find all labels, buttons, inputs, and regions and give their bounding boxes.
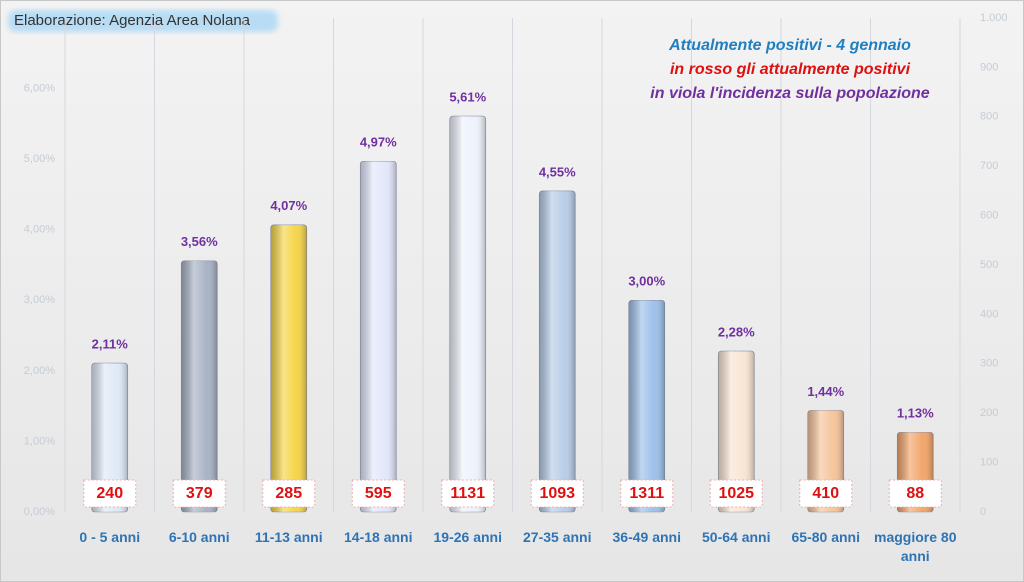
y-tick-label: 4,00%	[24, 224, 55, 236]
value-label: 3,00%	[628, 274, 665, 289]
bar-shine	[718, 351, 755, 512]
y-tick-label: 6,00%	[24, 82, 55, 94]
count-box	[83, 479, 137, 508]
bar-shine	[181, 260, 218, 512]
bar-shine	[91, 363, 128, 512]
count-label: 285	[275, 485, 302, 502]
x-tick-label: 0 - 5 anni	[79, 529, 141, 545]
x-tick-label: 11-13 anni	[254, 529, 323, 545]
y-tick-label: 2,00%	[24, 365, 55, 377]
count-box	[799, 479, 853, 508]
y2-tick-label: 0	[980, 506, 986, 518]
bar-shine	[539, 190, 576, 512]
value-label: 3,56%	[181, 234, 218, 249]
chart-title: Elaborazione: Agenzia Area Nolana	[14, 12, 251, 29]
value-label: 4,97%	[360, 135, 397, 150]
value-label: 4,07%	[270, 198, 307, 213]
count-label: 410	[812, 485, 839, 502]
title-glow	[8, 10, 278, 32]
annotation: in rosso gli attualmente positivi	[670, 61, 911, 78]
annotation: Attualmente positivi - 4 gennaio	[668, 37, 911, 54]
x-tick-label: maggiore 80 anni	[874, 529, 957, 564]
y2-tick-label: 900	[980, 61, 998, 73]
bar-shine	[628, 300, 665, 512]
value-label: 2,11%	[92, 337, 129, 352]
count-box	[709, 479, 763, 508]
count-box	[172, 479, 226, 508]
count-box	[530, 479, 584, 508]
y-tick-label: 3,00%	[24, 294, 55, 306]
y2-tick-label: 400	[980, 308, 998, 320]
y2-tick-label: 500	[980, 259, 998, 271]
x-tick-label: 14-18 anni	[344, 529, 413, 545]
count-box	[441, 479, 495, 508]
count-label: 595	[365, 485, 392, 502]
value-label: 4,55%	[539, 164, 576, 179]
y2-tick-label: 700	[980, 160, 998, 172]
value-label: 5,61%	[449, 90, 486, 105]
y2-tick-label: 800	[980, 111, 998, 123]
y-tick-label: 0,00%	[24, 506, 55, 518]
count-label: 240	[96, 485, 123, 502]
bar-shine	[270, 224, 307, 512]
count-label: 1093	[539, 485, 575, 502]
y2-tick-label: 300	[980, 358, 998, 370]
y-tick-label: 1,00%	[24, 435, 55, 447]
y2-tick-label: 1.000	[980, 12, 1008, 24]
y2-tick-label: 600	[980, 210, 998, 222]
count-box	[262, 479, 316, 508]
count-label: 1311	[629, 485, 664, 502]
bar-shine	[449, 116, 486, 512]
count-label: 1131	[450, 485, 485, 502]
x-tick-label: 65-80 anni	[791, 529, 860, 545]
x-tick-label: 27-35 anni	[523, 529, 592, 545]
value-label: 2,28%	[718, 325, 755, 340]
annotation: in viola l'incidenza sulla popolazione	[650, 85, 930, 102]
count-label: 88	[906, 485, 924, 502]
bar-shine	[360, 161, 397, 512]
x-tick-label: 6-10 anni	[168, 529, 230, 545]
y2-tick-label: 100	[980, 457, 998, 469]
x-tick-label: 36-49 anni	[612, 529, 681, 545]
y-tick-label: 5,00%	[24, 153, 55, 165]
count-label: 1025	[718, 485, 754, 502]
count-box	[351, 479, 405, 508]
x-tick-label: 19-26 anni	[433, 529, 502, 545]
value-label: 1,44%	[807, 384, 844, 399]
x-tick-label: 50-64 anni	[702, 529, 771, 545]
count-label: 379	[186, 485, 213, 502]
value-label: 1,13%	[897, 406, 934, 421]
count-box	[620, 479, 674, 508]
count-box	[888, 479, 942, 508]
y2-tick-label: 200	[980, 407, 998, 419]
